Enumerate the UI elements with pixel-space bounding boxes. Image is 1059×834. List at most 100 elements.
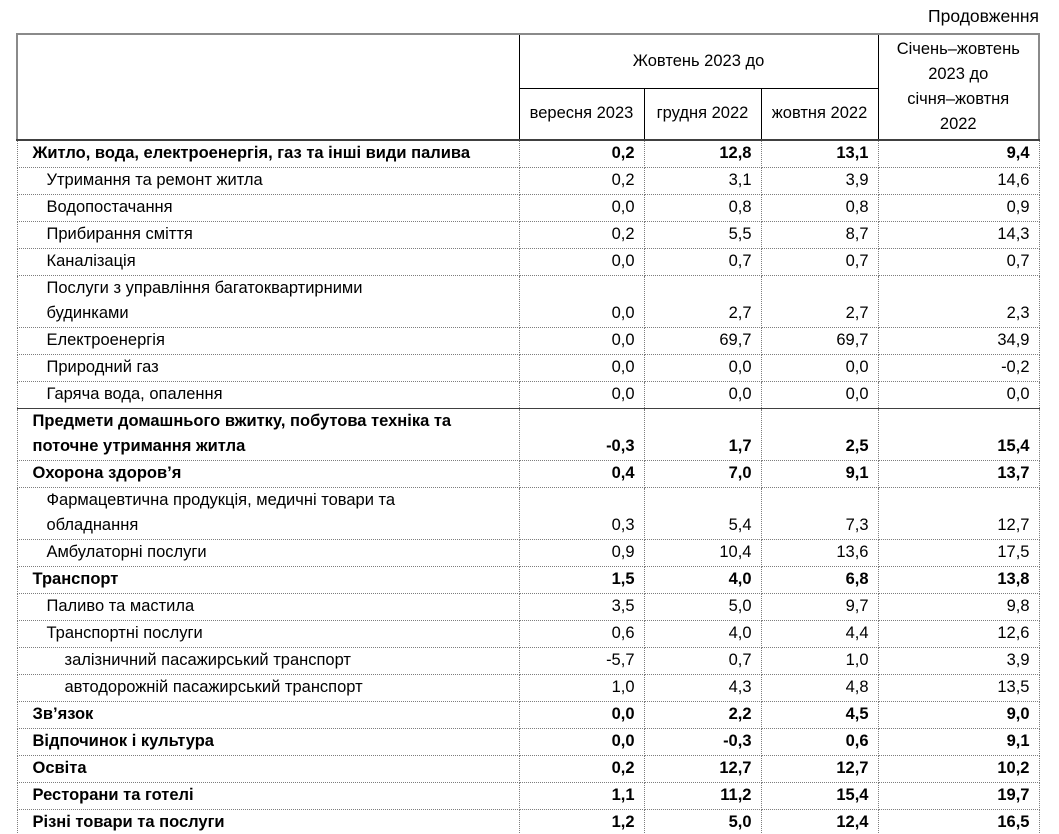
table-row: Житло, вода, електроенергія, газ та інші… (16, 139, 1040, 168)
value-cell: 4,5 (760, 701, 879, 729)
value-cell: 2,7 (643, 275, 762, 328)
value-cell: 8,7 (760, 221, 879, 249)
value-cell: 0,0 (760, 381, 879, 409)
corner-header-cell (16, 33, 520, 141)
value-cell: 12,7 (877, 487, 1040, 540)
table-row: Амбулаторні послуги 0,9 10,4 13,6 17,5 (16, 539, 1040, 567)
table-row: Водопостачання 0,0 0,8 0,8 0,9 (16, 194, 1040, 222)
value-cell: -0,3 (518, 408, 645, 461)
value-cell: 69,7 (643, 327, 762, 355)
value-cell: 13,1 (760, 139, 879, 168)
value-cell: 4,3 (643, 674, 762, 702)
value-cell: 0,3 (518, 487, 645, 540)
value-cell: 0,2 (518, 167, 645, 195)
value-cell: 6,8 (760, 566, 879, 594)
value-cell: 10,4 (643, 539, 762, 567)
value-cell: 1,1 (518, 782, 645, 810)
value-cell: 9,0 (877, 701, 1040, 729)
value-cell: 1,5 (518, 566, 645, 594)
table-body: Житло, вода, електроенергія, газ та інші… (16, 139, 1040, 834)
row-label: Каналізація (16, 248, 520, 276)
value-cell: 16,5 (877, 809, 1040, 834)
value-cell: 3,1 (643, 167, 762, 195)
value-cell: 0,7 (877, 248, 1040, 276)
value-cell: 0,0 (518, 327, 645, 355)
row-label: Предмети домашнього вжитку, побутова тех… (16, 408, 520, 461)
value-cell: 0,9 (518, 539, 645, 567)
value-cell: 0,0 (643, 381, 762, 409)
continuation-caption: Продовження (928, 6, 1039, 26)
value-cell: 1,0 (760, 647, 879, 675)
row-label: Гаряча вода, опалення (16, 381, 520, 409)
value-cell: 0,7 (643, 248, 762, 276)
row-label: Освіта (16, 755, 520, 783)
value-cell: 0,0 (518, 248, 645, 276)
row-label: Фармацевтична продукція, медичні товари … (16, 487, 520, 540)
value-cell: 12,7 (643, 755, 762, 783)
value-cell: 3,9 (877, 647, 1040, 675)
column-header-vs-oct2022: жовтня 2022 (760, 87, 879, 141)
value-cell: 19,7 (877, 782, 1040, 810)
value-cell: 0,6 (760, 728, 879, 756)
table-row: Предмети домашнього вжитку, побутова тех… (16, 408, 1040, 461)
row-label: Природний газ (16, 354, 520, 382)
value-cell: 7,3 (760, 487, 879, 540)
value-cell: 0,4 (518, 460, 645, 488)
value-cell: 0,0 (643, 354, 762, 382)
row-label: залізничний пасажирський транспорт (16, 647, 520, 675)
row-label: Водопостачання (16, 194, 520, 222)
value-cell: 69,7 (760, 327, 879, 355)
value-cell: 5,5 (643, 221, 762, 249)
value-cell: 1,7 (643, 408, 762, 461)
value-cell: 4,4 (760, 620, 879, 648)
value-cell: -5,7 (518, 647, 645, 675)
row-label: Різні товари та послуги (16, 809, 520, 834)
value-cell: 0,7 (760, 248, 879, 276)
table-row: Прибирання сміття 0,2 5,5 8,7 14,3 (16, 221, 1040, 249)
value-cell: 9,8 (877, 593, 1040, 621)
table-row: Різні товари та послуги 1,2 5,0 12,4 16,… (16, 809, 1040, 834)
row-label: Охорона здоров’я (16, 460, 520, 488)
value-cell: 0,0 (877, 381, 1040, 409)
value-cell: 0,2 (518, 755, 645, 783)
value-cell: 13,6 (760, 539, 879, 567)
row-label: Прибирання сміття (16, 221, 520, 249)
value-cell: 9,4 (877, 139, 1040, 168)
value-cell: 10,2 (877, 755, 1040, 783)
table-row: Утримання та ремонт житла 0,2 3,1 3,9 14… (16, 167, 1040, 195)
row-label: Транспорт (16, 566, 520, 594)
row-label: Послуги з управління багатоквартирними б… (16, 275, 520, 328)
table-row: залізничний пасажирський транспорт -5,7 … (16, 647, 1040, 675)
table-row: Послуги з управління багатоквартирними б… (16, 275, 1040, 328)
value-cell: 0,2 (518, 221, 645, 249)
value-cell: -0,3 (643, 728, 762, 756)
value-cell: 15,4 (877, 408, 1040, 461)
row-label: Утримання та ремонт житла (16, 167, 520, 195)
table-row: Фармацевтична продукція, медичні товари … (16, 487, 1040, 540)
table-row: Освіта 0,2 12,7 12,7 10,2 (16, 755, 1040, 783)
value-cell: 0,0 (518, 354, 645, 382)
column-header-vs-dec2022: грудня 2022 (643, 87, 762, 141)
table-row: Транспорт 1,5 4,0 6,8 13,8 (16, 566, 1040, 594)
column-group-header: Жовтень 2023 до (518, 32, 879, 89)
value-cell: 3,9 (760, 167, 879, 195)
value-cell: 4,0 (643, 620, 762, 648)
value-cell: 0,9 (877, 194, 1040, 222)
value-cell: 34,9 (877, 327, 1040, 355)
table-header: Жовтень 2023 до Січень–жовтень 2023 до с… (16, 32, 1040, 141)
value-cell: 5,0 (643, 809, 762, 834)
table-row: Відпочинок і культура 0,0 -0,3 0,6 9,1 (16, 728, 1040, 756)
price-index-table: Жовтень 2023 до Січень–жовтень 2023 до с… (16, 32, 1040, 834)
column-header-vs-sep2023: вересня 2023 (518, 87, 645, 141)
row-label: Транспортні послуги (16, 620, 520, 648)
table-row: Гаряча вода, опалення 0,0 0,0 0,0 0,0 (16, 381, 1040, 409)
value-cell: 13,5 (877, 674, 1040, 702)
value-cell: 3,5 (518, 593, 645, 621)
value-cell: 0,0 (760, 354, 879, 382)
value-cell: 2,3 (877, 275, 1040, 328)
value-cell: 12,7 (760, 755, 879, 783)
table-row: Транспортні послуги 0,6 4,0 4,4 12,6 (16, 620, 1040, 648)
value-cell: 12,6 (877, 620, 1040, 648)
value-cell: 0,0 (518, 728, 645, 756)
